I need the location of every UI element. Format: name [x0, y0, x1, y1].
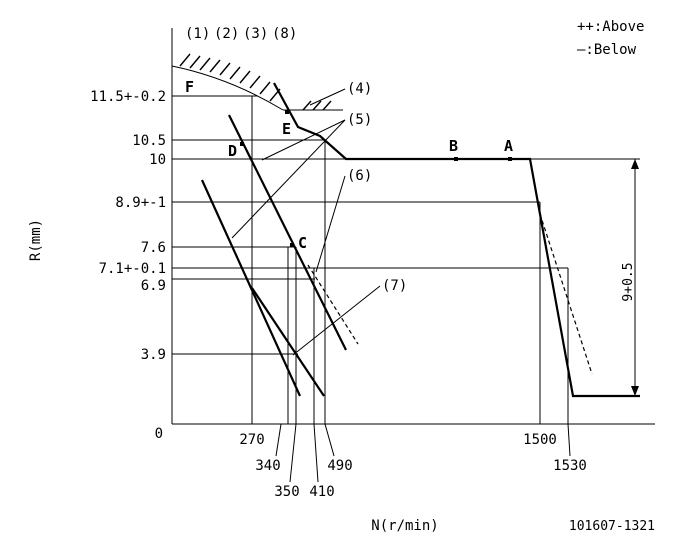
- callout-6: (6): [347, 168, 372, 184]
- leader-x-1530: [567, 423, 571, 457]
- leader-7: [292, 285, 381, 356]
- legend-above: ++:Above: [577, 19, 644, 35]
- point-e-marker: [285, 110, 289, 114]
- x-tick-1530: 1530: [553, 458, 587, 474]
- y-tick-8-9: 8.9+-1: [115, 195, 166, 211]
- dimension-label: 9+0.5: [621, 262, 636, 301]
- dashed-line-mid: [307, 264, 359, 345]
- dimension-arrow-top: [631, 159, 639, 169]
- point-c-label: C: [298, 234, 307, 252]
- y-tick-10-5: 10.5: [132, 133, 166, 149]
- point-a-label: A: [504, 137, 513, 155]
- y-tick-6-9: 6.9: [141, 278, 166, 294]
- y-tick-3-9: 3.9: [141, 347, 166, 363]
- diag-line-3: [251, 287, 325, 397]
- y-tick-11-5: 11.5+-0.2: [90, 89, 166, 105]
- label-2: (2): [214, 26, 239, 42]
- leader-5a: [261, 119, 346, 161]
- point-a-marker: [508, 157, 512, 161]
- callout-5: (5): [347, 112, 372, 128]
- x-tick-410: 410: [309, 484, 334, 500]
- diag-line-1: [228, 114, 347, 351]
- leader-6: [315, 175, 346, 273]
- point-d-marker: [240, 142, 244, 146]
- leader-x-350: [289, 423, 297, 483]
- x-tick-1500: 1500: [523, 432, 557, 448]
- y-tick-7-1: 7.1+-0.1: [99, 261, 166, 277]
- y-tick-0: 0: [155, 426, 163, 442]
- upper-limit-hatching: [179, 53, 281, 102]
- leader-4: [309, 88, 346, 106]
- leader-x-340: [275, 423, 282, 457]
- leader-5b: [231, 119, 346, 239]
- leader-x-490: [324, 423, 335, 457]
- dimension-arrow-bottom: [631, 386, 639, 396]
- y-tick-10: 10: [149, 152, 166, 168]
- point-b-marker: [454, 157, 458, 161]
- x-tick-270: 270: [239, 432, 264, 448]
- label-3: (3): [243, 26, 268, 42]
- stop-hatching-4: [302, 100, 332, 111]
- upper-limit-curve: [171, 65, 284, 111]
- label-1: (1): [185, 26, 210, 42]
- x-tick-490: 490: [327, 458, 352, 474]
- main-characteristic-line: [273, 82, 640, 398]
- x-tick-340: 340: [255, 458, 280, 474]
- point-f-label: F: [185, 78, 194, 96]
- x-tick-350: 350: [274, 484, 299, 500]
- figure-code: 101607-1321: [569, 519, 655, 534]
- x-axis-label: N(r/min): [371, 518, 438, 534]
- point-e-label: E: [282, 120, 291, 138]
- label-8: (8): [272, 26, 297, 42]
- dashed-line-high-speed: [539, 213, 593, 375]
- callout-4: (4): [347, 81, 372, 97]
- y-axis-label: R(mm): [28, 219, 44, 261]
- point-d-label: D: [228, 142, 237, 160]
- callout-7: (7): [382, 278, 407, 294]
- point-b-label: B: [449, 137, 458, 155]
- leader-x-410: [313, 423, 319, 483]
- legend-below: —:Below: [577, 42, 637, 58]
- y-tick-7-6: 7.6: [141, 240, 166, 256]
- diag-line-2: [200, 179, 302, 397]
- point-c-marker: [290, 243, 294, 247]
